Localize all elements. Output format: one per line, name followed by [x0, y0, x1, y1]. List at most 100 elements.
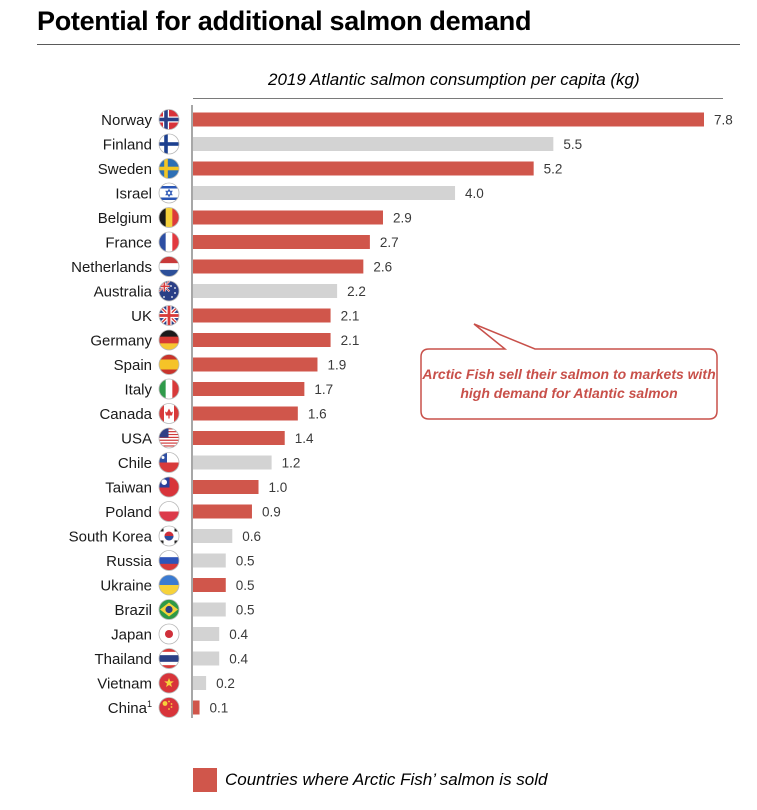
- bar-row: Russia 0.5: [106, 550, 255, 571]
- uk-flag-icon: [158, 305, 180, 326]
- bar-row: Canada 1.6: [99, 403, 327, 424]
- sweden-flag-icon: [158, 158, 180, 179]
- bar-row: Sweden 5.2: [98, 158, 563, 179]
- legend: Countries where Arctic Fish’ salmon is s…: [193, 768, 548, 792]
- bar-row: Thailand 0.4: [94, 648, 248, 669]
- bar: [193, 333, 331, 347]
- bar: [193, 186, 456, 200]
- bar: [193, 651, 220, 666]
- callout-outline: [420, 323, 718, 420]
- bar: [193, 602, 226, 617]
- thailand-flag-icon: [158, 648, 180, 669]
- bar-row: Poland 0.9: [105, 501, 281, 522]
- canada-flag-icon: [158, 403, 180, 424]
- spain-flag-icon: [158, 354, 180, 375]
- bar: [193, 357, 318, 372]
- russia-flag-icon: [158, 550, 180, 571]
- value-label: 0.2: [216, 676, 235, 691]
- bar: [193, 259, 364, 274]
- bar: [193, 676, 207, 690]
- value-label: 0.6: [242, 529, 261, 544]
- bar-row: Japan 0.4: [111, 623, 248, 645]
- value-label: 0.9: [262, 505, 281, 520]
- category-label: Norway: [101, 112, 152, 129]
- bar-row: Israel 4.0: [115, 182, 484, 204]
- ukraine-flag-icon: [158, 574, 180, 596]
- value-label: 1.7: [314, 382, 333, 397]
- bar: [193, 480, 259, 494]
- chile-flag-icon: [158, 452, 180, 473]
- value-label: 0.4: [229, 652, 248, 667]
- bar-row: Germany 2.1: [90, 329, 359, 351]
- france-flag-icon: [158, 231, 180, 253]
- category-label: Taiwan: [105, 480, 152, 497]
- germany-flag-icon: [158, 329, 180, 351]
- category-label: Japan: [111, 627, 152, 644]
- bar-row: Netherlands 2.6: [71, 256, 392, 277]
- value-label: 2.9: [393, 211, 412, 226]
- bar: [193, 578, 226, 592]
- bar-row: Italy 1.7: [124, 378, 333, 400]
- brazil-flag-icon: [158, 599, 180, 620]
- category-label: Chile: [118, 455, 152, 472]
- japan-flag-icon: [158, 623, 180, 645]
- bar-row: Taiwan 1.0: [105, 476, 287, 498]
- bar-row: UK 2.1: [131, 305, 359, 326]
- israel-flag-icon: [158, 182, 180, 204]
- bar: [193, 284, 338, 298]
- bar: [193, 455, 272, 470]
- value-label: 1.4: [295, 431, 314, 446]
- bar: [193, 553, 226, 568]
- norway-flag-icon: [158, 109, 180, 130]
- chart-title-underline: [193, 98, 723, 99]
- category-label: UK: [131, 308, 152, 325]
- poland-flag-icon: [158, 501, 180, 522]
- bar-row: Norway 7.8: [101, 109, 733, 130]
- chart-title: 2019 Atlantic salmon consumption per cap…: [268, 70, 640, 89]
- bar-row: France 2.7: [105, 231, 399, 253]
- bar: [193, 161, 534, 176]
- bar-row: Australia 2.2: [94, 280, 366, 302]
- category-label: Poland: [105, 504, 152, 521]
- category-label: South Korea: [69, 529, 153, 546]
- category-label: Italy: [124, 382, 152, 399]
- bar-row: USA 1.4: [121, 427, 314, 449]
- category-label: Thailand: [94, 651, 152, 668]
- australia-flag-icon: [158, 280, 180, 302]
- value-label: 1.2: [282, 456, 301, 471]
- legend-swatch-sold: [193, 768, 217, 792]
- bar-row: Ukraine 0.5: [100, 574, 255, 596]
- category-label: Sweden: [98, 161, 152, 178]
- bar: [193, 431, 285, 445]
- category-label: Brazil: [114, 602, 152, 619]
- category-label: Vietnam: [97, 676, 152, 693]
- china-flag-icon: [158, 697, 180, 718]
- bar: [193, 235, 370, 249]
- category-label: Belgium: [98, 210, 152, 227]
- bar-row: Chile 1.2: [118, 452, 301, 473]
- value-label: 0.5: [236, 578, 255, 593]
- category-label: Russia: [106, 553, 153, 570]
- bar: [193, 112, 704, 127]
- title-divider: [37, 44, 740, 45]
- legend-label: Countries where Arctic Fish’ salmon is s…: [225, 770, 548, 789]
- callout-box: [420, 323, 718, 420]
- value-label: 0.1: [210, 701, 229, 716]
- value-label: 7.8: [714, 113, 733, 128]
- category-label: Canada: [99, 406, 152, 423]
- category-label: Australia: [94, 284, 153, 301]
- south-korea-flag-icon: [158, 525, 180, 547]
- bar-row: Spain 1.9: [114, 354, 346, 375]
- category-label: Germany: [90, 333, 152, 350]
- bar-row: Finland 5.5: [103, 133, 582, 155]
- bar: [193, 406, 298, 421]
- category-label: Netherlands: [71, 259, 152, 276]
- value-label: 5.2: [544, 162, 563, 177]
- callout-text: Arctic Fish sell their salmon to markets…: [422, 366, 716, 401]
- value-label: 2.6: [373, 260, 392, 275]
- value-label: 0.5: [236, 554, 255, 569]
- bar: [193, 700, 200, 715]
- bar: [193, 504, 252, 519]
- value-label: 4.0: [465, 186, 484, 201]
